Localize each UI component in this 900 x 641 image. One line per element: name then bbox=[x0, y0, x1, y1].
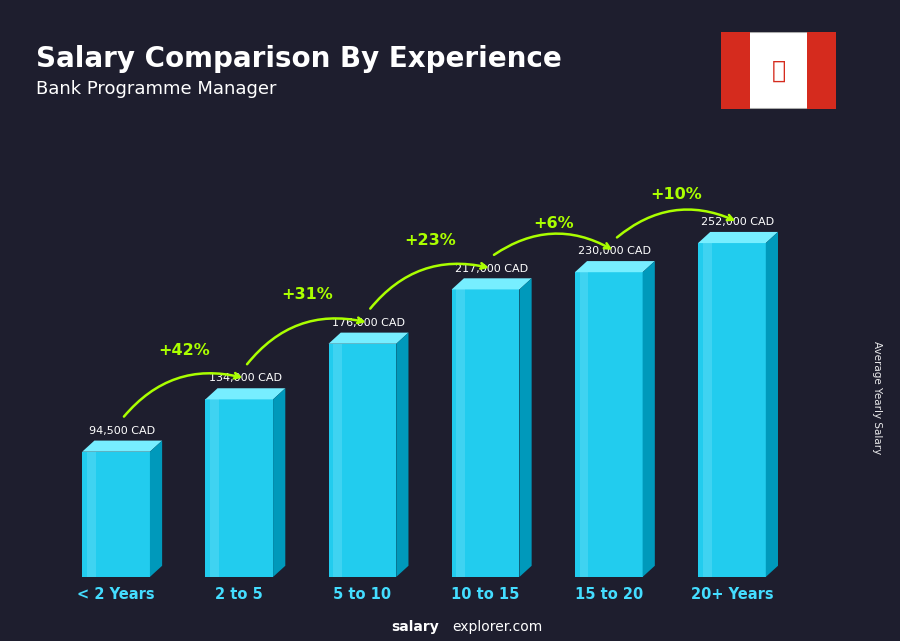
Polygon shape bbox=[273, 388, 285, 577]
Bar bbox=[807, 32, 836, 109]
Text: 217,000 CAD: 217,000 CAD bbox=[455, 263, 528, 274]
Polygon shape bbox=[333, 344, 342, 577]
Polygon shape bbox=[150, 440, 162, 577]
Text: +42%: +42% bbox=[158, 343, 210, 358]
Polygon shape bbox=[766, 232, 778, 577]
Text: 94,500 CAD: 94,500 CAD bbox=[89, 426, 155, 436]
Polygon shape bbox=[456, 290, 465, 577]
Text: 252,000 CAD: 252,000 CAD bbox=[701, 217, 775, 227]
Text: 176,000 CAD: 176,000 CAD bbox=[332, 318, 405, 328]
Polygon shape bbox=[452, 290, 519, 577]
Polygon shape bbox=[82, 440, 162, 452]
Polygon shape bbox=[698, 232, 778, 243]
Text: 134,000 CAD: 134,000 CAD bbox=[209, 374, 282, 383]
Text: Bank Programme Manager: Bank Programme Manager bbox=[36, 80, 276, 98]
Bar bbox=[721, 32, 750, 109]
Polygon shape bbox=[396, 333, 409, 577]
Polygon shape bbox=[703, 243, 712, 577]
Text: Salary Comparison By Experience: Salary Comparison By Experience bbox=[36, 45, 562, 73]
Text: +10%: +10% bbox=[651, 187, 702, 202]
Polygon shape bbox=[643, 261, 655, 577]
Polygon shape bbox=[205, 399, 273, 577]
Polygon shape bbox=[210, 399, 219, 577]
Text: Average Yearly Salary: Average Yearly Salary bbox=[872, 341, 883, 454]
Polygon shape bbox=[82, 452, 150, 577]
Text: +6%: +6% bbox=[533, 216, 573, 231]
Text: 230,000 CAD: 230,000 CAD bbox=[579, 246, 652, 256]
Text: salary: salary bbox=[392, 620, 439, 634]
Text: +31%: +31% bbox=[281, 287, 333, 303]
Polygon shape bbox=[575, 261, 655, 272]
Polygon shape bbox=[205, 388, 285, 399]
Polygon shape bbox=[580, 272, 589, 577]
Polygon shape bbox=[452, 278, 532, 290]
Text: +23%: +23% bbox=[404, 233, 456, 248]
Polygon shape bbox=[575, 272, 643, 577]
Polygon shape bbox=[698, 243, 766, 577]
Polygon shape bbox=[328, 333, 409, 344]
Text: 🍁: 🍁 bbox=[771, 58, 786, 83]
Polygon shape bbox=[328, 344, 396, 577]
Polygon shape bbox=[519, 278, 532, 577]
Polygon shape bbox=[87, 452, 95, 577]
Text: explorer.com: explorer.com bbox=[453, 620, 543, 634]
